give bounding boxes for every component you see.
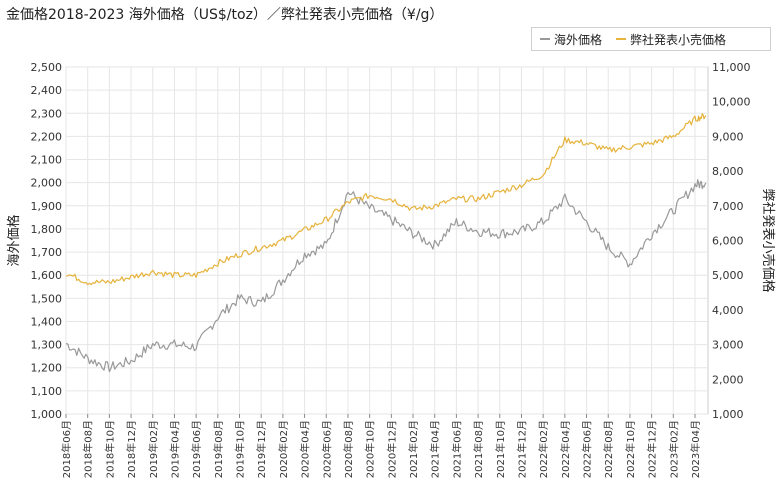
y-left-tick-label: 1,600 xyxy=(31,269,63,282)
x-tick-label: 2019年06月 xyxy=(190,420,203,478)
y-right-tick-label: 5,000 xyxy=(712,269,744,282)
y-left-tick-label: 1,300 xyxy=(31,339,63,352)
x-tick-label: 2018年06月 xyxy=(60,420,73,478)
y-right-tick-label: 3,000 xyxy=(712,339,744,352)
y-right-tick-label: 7,000 xyxy=(712,200,744,213)
legend-swatch-retail xyxy=(616,38,627,40)
y-left-tick-label: 1,000 xyxy=(31,408,63,421)
x-tick-label: 2022年12月 xyxy=(646,420,659,478)
y-left-tick-label: 2,100 xyxy=(31,154,63,167)
chart-title: 金価格2018-2023 海外価格（US$/toz）／弊社発表小売価格（¥/g） xyxy=(6,7,444,23)
legend-swatch-overseas xyxy=(540,38,550,40)
x-tick-label: 2018年12月 xyxy=(125,420,138,478)
x-tick-label: 2018年08月 xyxy=(82,420,95,478)
x-tick-label: 2023年04月 xyxy=(689,420,702,478)
x-tick-label: 2022年10月 xyxy=(624,420,637,478)
x-tick-label: 2021年12月 xyxy=(515,420,528,478)
y-left-tick-label: 2,200 xyxy=(31,130,63,143)
x-tick-label: 2021年06月 xyxy=(450,420,463,478)
legend-item-overseas[interactable]: 海外価格 xyxy=(540,31,602,48)
y-right-tick-label: 10,000 xyxy=(712,96,751,109)
x-tick-label: 2021年04月 xyxy=(429,420,442,478)
x-tick-label: 2021年08月 xyxy=(472,420,485,478)
y-left-tick-label: 1,800 xyxy=(31,223,63,236)
x-tick-label: 2020年10月 xyxy=(364,420,377,478)
y-left-tick-label: 2,300 xyxy=(31,107,63,120)
x-tick-label: 2023年02月 xyxy=(667,420,680,478)
y-right-tick-label: 4,000 xyxy=(712,304,744,317)
y-left-tick-label: 2,500 xyxy=(31,61,63,74)
y-left-tick-label: 1,500 xyxy=(31,292,63,305)
x-tick-label: 2020年02月 xyxy=(277,420,290,478)
x-tick-label: 2020年08月 xyxy=(342,420,355,478)
x-tick-label: 2020年12月 xyxy=(385,420,398,478)
x-tick-label: 2022年08月 xyxy=(602,420,615,478)
x-tick-label: 2020年06月 xyxy=(320,420,333,478)
y-right-tick-label: 8,000 xyxy=(712,165,744,178)
x-tick-label: 2019年10月 xyxy=(234,420,247,478)
y-left-axis-label: 海外価格 xyxy=(6,214,22,266)
x-tick-label: 2018年10月 xyxy=(103,420,116,478)
y-left-tick-label: 1,200 xyxy=(31,362,63,375)
y-right-tick-label: 2,000 xyxy=(712,373,744,386)
y-right-tick-label: 9,000 xyxy=(712,130,744,143)
legend-label-retail: 弊社発表小売価格 xyxy=(630,32,727,47)
series-line-overseas xyxy=(65,179,707,373)
y-right-tick-label: 6,000 xyxy=(712,235,744,248)
x-tick-label: 2020年04月 xyxy=(299,420,312,478)
x-tick-label: 2019年08月 xyxy=(212,420,225,478)
legend-item-retail[interactable]: 弊社発表小売価格 xyxy=(616,31,726,48)
x-tick-label: 2021年02月 xyxy=(407,420,420,478)
y-left-tick-label: 1,900 xyxy=(31,200,63,213)
legend-label-overseas: 海外価格 xyxy=(554,32,603,47)
y-left-tick-label: 1,400 xyxy=(31,315,63,328)
y-left-tick-label: 2,400 xyxy=(31,84,63,97)
x-tick-label: 2021年10月 xyxy=(494,420,507,478)
x-tick-label: 2019年12月 xyxy=(255,420,268,478)
x-tick-label: 2019年02月 xyxy=(147,420,160,478)
y-left-tick-label: 1,100 xyxy=(31,385,63,398)
x-tick-label: 2022年06月 xyxy=(581,420,594,478)
series-line-retail xyxy=(65,113,707,286)
y-right-axis-label: 弊社発表小売価格 xyxy=(760,188,776,292)
y-left-tick-label: 2,000 xyxy=(31,177,63,190)
y-right-tick-label: 11,000 xyxy=(712,61,751,74)
x-tick-label: 2022年02月 xyxy=(537,420,550,478)
y-right-tick-label: 1,000 xyxy=(712,408,744,421)
y-left-tick-label: 1,700 xyxy=(31,246,63,259)
plot-area xyxy=(65,66,709,415)
legend: 海外価格 弊社発表小売価格 xyxy=(531,27,771,51)
x-tick-label: 2022年04月 xyxy=(559,420,572,478)
x-tick-label: 2019年04月 xyxy=(168,420,181,478)
